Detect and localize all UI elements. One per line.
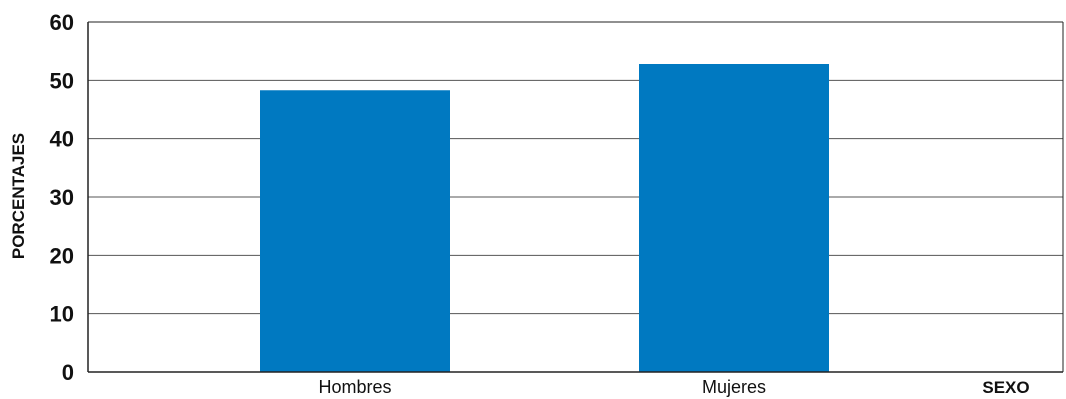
y-tick-label: 10 [50, 302, 74, 327]
bar-hombres [260, 90, 450, 372]
y-tick-label: 30 [50, 185, 74, 210]
axes [87, 21, 1064, 373]
y-tick-label: 40 [50, 127, 74, 152]
y-tick-labels: 0 10 20 30 40 50 60 [50, 10, 74, 385]
gridlines [88, 21, 1063, 315]
y-tick-label: 0 [62, 360, 74, 385]
x-tick-label: Hombres [318, 377, 391, 397]
bar-mujeres [639, 64, 829, 372]
x-axis-title: SEXO [982, 378, 1029, 397]
y-tick-label: 50 [50, 68, 74, 93]
y-axis-title: PORCENTAJES [9, 133, 28, 259]
x-tick-label: Mujeres [702, 377, 766, 397]
y-tick-label: 20 [50, 243, 74, 268]
bars [260, 64, 829, 372]
x-tick-labels: Hombres Mujeres [318, 377, 766, 397]
y-tick-label: 60 [50, 10, 74, 35]
